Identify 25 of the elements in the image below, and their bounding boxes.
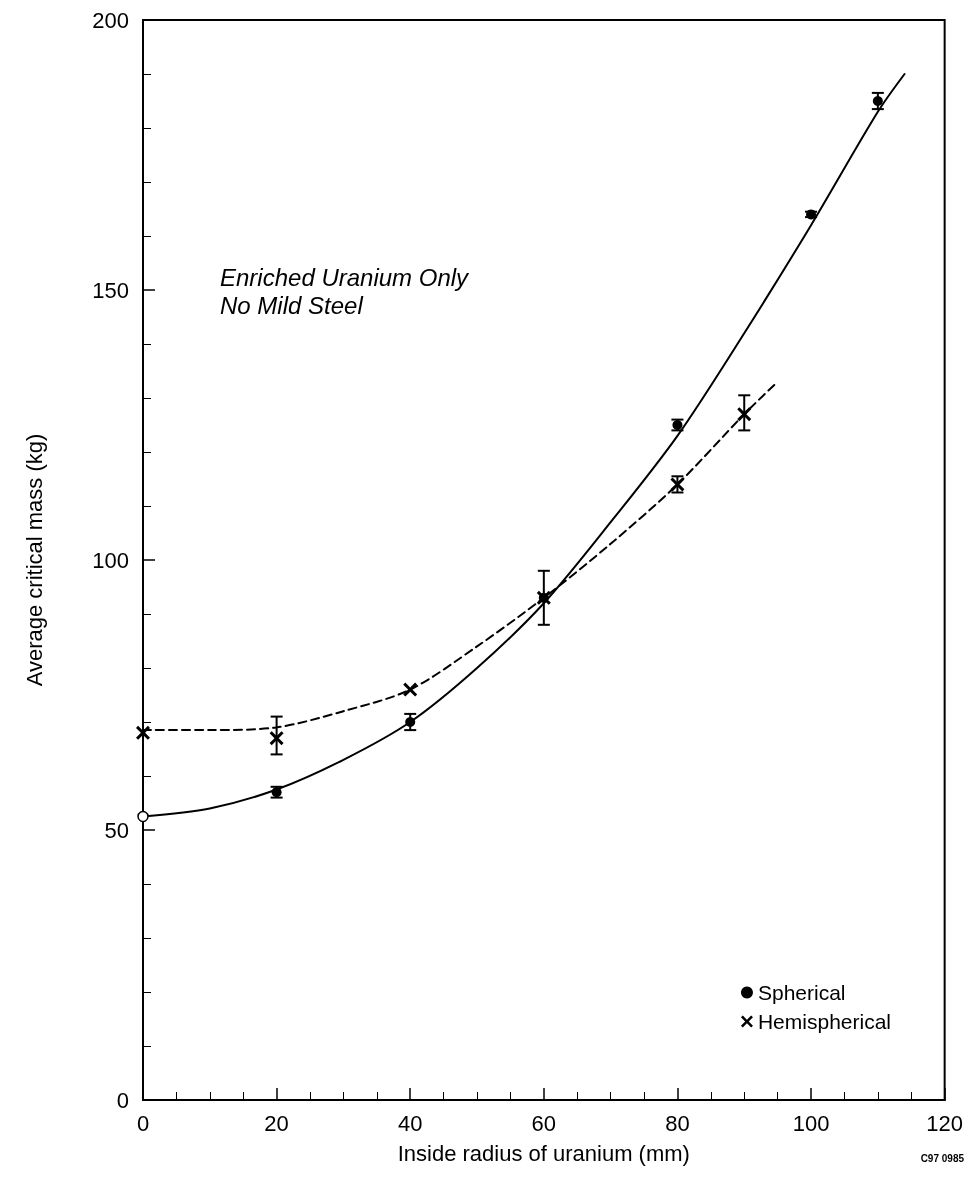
y-tick-label: 150 — [92, 277, 129, 303]
point — [136, 725, 150, 740]
y-tick-label: 200 — [92, 7, 129, 33]
legend-label: Spherical — [757, 981, 846, 1004]
legend-label: Hemispherical — [757, 1010, 891, 1033]
y-tick-label: 50 — [104, 817, 129, 843]
x-tick-label: 120 — [926, 1110, 964, 1136]
point — [403, 682, 418, 697]
y-tick-label: 0 — [116, 1087, 129, 1113]
annotation: Enriched Uranium Only No Mild Steel — [220, 263, 471, 319]
point — [405, 717, 416, 727]
point — [872, 96, 883, 106]
point — [269, 731, 284, 746]
text: C97 0985 — [920, 1152, 965, 1164]
x-tick-label: 40 — [397, 1110, 423, 1136]
x-tick-label: 0 — [136, 1110, 150, 1136]
y-axis-title: Average critical mass (kg) — [21, 433, 47, 687]
x-tick-label: 60 — [531, 1110, 557, 1136]
y-tick-label: 100 — [92, 547, 129, 573]
point — [137, 810, 149, 823]
x-axis-title: Inside radius of uranium (mm) — [397, 1140, 690, 1166]
x-tick-label: 80 — [665, 1110, 690, 1136]
x-tick-label: 20 — [264, 1110, 289, 1136]
x-tick-label: 100 — [792, 1110, 830, 1136]
point — [737, 407, 752, 422]
